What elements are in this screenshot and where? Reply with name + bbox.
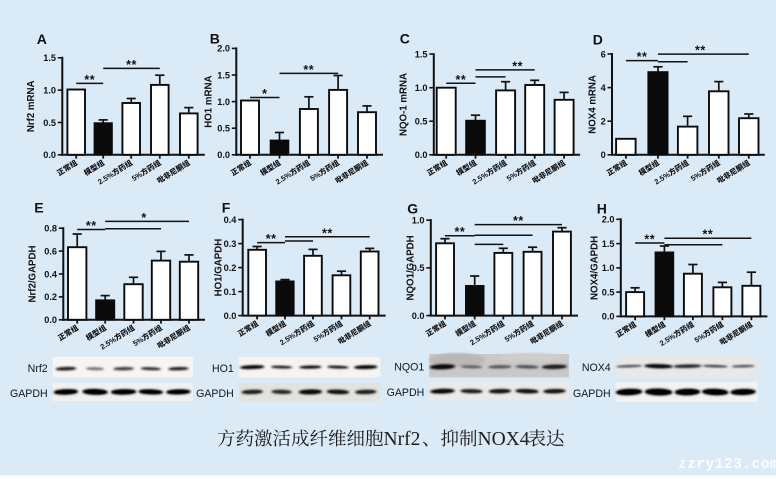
svg-text:NQO1: NQO1	[394, 362, 424, 374]
svg-text:0.0: 0.0	[43, 150, 56, 160]
svg-text:2.0: 2.0	[217, 44, 230, 54]
svg-text:0.0: 0.0	[415, 150, 428, 160]
svg-text:1.5: 1.5	[415, 49, 428, 59]
svg-text:1.0: 1.0	[217, 97, 230, 107]
svg-text:0.3: 0.3	[224, 239, 237, 249]
svg-text:0.5: 0.5	[217, 124, 230, 134]
svg-text:0.5: 0.5	[602, 287, 615, 297]
svg-text:1.0: 1.0	[43, 85, 56, 95]
svg-text:0.0: 0.0	[412, 311, 425, 321]
svg-text:**: **	[126, 58, 137, 72]
svg-text:*: *	[262, 87, 267, 101]
svg-text:NOX4: NOX4	[582, 362, 611, 374]
svg-text:HO1/GAPDH: HO1/GAPDH	[213, 239, 224, 297]
svg-text:2.0: 2.0	[602, 215, 615, 225]
svg-text:F: F	[222, 200, 231, 216]
svg-text:1.0: 1.0	[602, 263, 615, 273]
svg-text:Nrf2/GAPDH: Nrf2/GAPDH	[27, 245, 38, 302]
svg-text:**: **	[456, 73, 467, 87]
svg-text:**: **	[644, 233, 655, 247]
svg-text:0.6: 0.6	[44, 246, 57, 256]
svg-text:*: *	[141, 211, 146, 225]
svg-text:B: B	[210, 31, 220, 47]
svg-text:2: 2	[601, 117, 606, 127]
svg-text:0.1: 0.1	[224, 287, 237, 297]
svg-text:**: **	[455, 225, 466, 239]
svg-text:0.0: 0.0	[44, 315, 57, 325]
svg-text:GAPDH: GAPDH	[387, 387, 425, 399]
svg-text:GAPDH: GAPDH	[196, 388, 234, 400]
svg-text:C: C	[400, 31, 410, 47]
svg-text:**: **	[512, 59, 523, 73]
svg-text:GAPDH: GAPDH	[10, 388, 48, 400]
svg-text:NOX4 mRNA: NOX4 mRNA	[588, 75, 599, 134]
svg-text:E: E	[34, 200, 43, 216]
svg-text:NQO1/GAPDH: NQO1/GAPDH	[405, 235, 416, 300]
svg-text:G: G	[407, 201, 418, 217]
svg-text:1.5: 1.5	[43, 53, 56, 63]
svg-text:0.5: 0.5	[412, 263, 425, 273]
svg-text:A: A	[37, 31, 47, 47]
svg-text:**: **	[513, 214, 524, 228]
svg-text:GAPDH: GAPDH	[573, 388, 611, 400]
svg-text:NOX4/GAPDH: NOX4/GAPDH	[589, 236, 600, 300]
svg-text:0.0: 0.0	[602, 312, 615, 322]
svg-text:**: **	[322, 226, 333, 240]
svg-text:1.0: 1.0	[415, 83, 428, 93]
svg-text:**: **	[303, 63, 314, 77]
svg-text:**: **	[637, 50, 648, 64]
svg-text:**: **	[84, 73, 95, 87]
svg-text:**: **	[695, 44, 706, 58]
svg-text:4: 4	[601, 83, 607, 93]
svg-text:HO1 mRNA: HO1 mRNA	[203, 75, 214, 127]
svg-text:NQO-1 mRNA: NQO-1 mRNA	[399, 73, 410, 136]
svg-text:**: **	[86, 219, 97, 233]
svg-text:0.5: 0.5	[43, 118, 56, 128]
svg-text:0.0: 0.0	[217, 150, 230, 160]
svg-text:1.0: 1.0	[412, 215, 425, 225]
svg-text:6: 6	[601, 49, 606, 59]
svg-text:**: **	[266, 232, 277, 246]
svg-text:0.8: 0.8	[44, 224, 57, 234]
svg-text:**: **	[703, 228, 714, 242]
svg-text:Nrf2 mRNA: Nrf2 mRNA	[26, 80, 37, 132]
svg-text:Nrf2: Nrf2	[28, 363, 48, 375]
svg-text:0.0: 0.0	[224, 311, 237, 321]
svg-text:0.2: 0.2	[224, 263, 237, 273]
svg-text:1.5: 1.5	[602, 239, 615, 249]
svg-text:1.5: 1.5	[217, 70, 230, 80]
svg-text:D: D	[593, 32, 603, 48]
svg-text:0.2: 0.2	[44, 292, 57, 302]
svg-text:0.4: 0.4	[224, 215, 238, 225]
svg-text:0.5: 0.5	[415, 117, 428, 127]
svg-text:zzry123.com: zzry123.com	[678, 457, 776, 473]
svg-text:HO1: HO1	[212, 363, 234, 375]
svg-text:NOX4: NOX4	[478, 429, 530, 450]
svg-text:Nrf2: Nrf2	[384, 429, 421, 450]
svg-text:H: H	[597, 201, 607, 217]
svg-text:0.4: 0.4	[44, 269, 58, 279]
svg-text:0: 0	[601, 150, 606, 160]
